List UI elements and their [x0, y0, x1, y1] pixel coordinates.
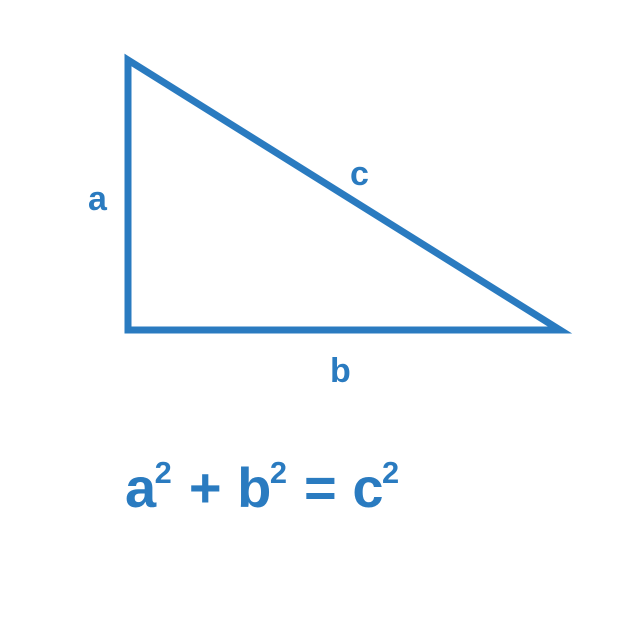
side-label-c: c	[350, 155, 369, 194]
pythagorean-diagram: a b c a2 + b2 = c2	[0, 0, 630, 630]
right-triangle	[0, 0, 630, 630]
formula-b: b	[237, 456, 271, 519]
formula-plus: +	[189, 456, 222, 519]
side-label-b: b	[330, 352, 351, 391]
side-label-a: a	[88, 180, 107, 219]
formula-exp-a: 2	[155, 455, 172, 490]
formula-a: a	[125, 456, 156, 519]
formula-exp-b: 2	[270, 455, 287, 490]
pythagorean-formula: a2 + b2 = c2	[125, 455, 401, 520]
formula-c: c	[352, 456, 383, 519]
formula-equals: =	[304, 456, 337, 519]
formula-exp-c: 2	[382, 455, 399, 490]
